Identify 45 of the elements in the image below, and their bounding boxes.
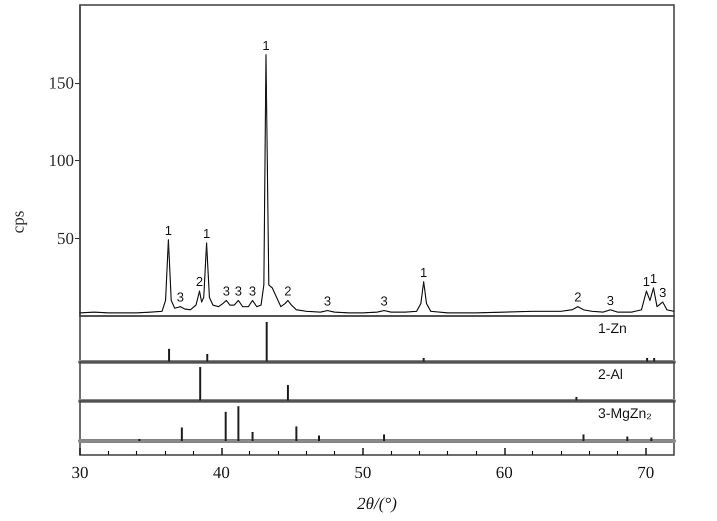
annotation: 1 <box>650 271 658 286</box>
bar <box>266 322 268 362</box>
text: 1-Zn <box>598 320 627 336</box>
bar <box>180 427 183 442</box>
x-tick-label: 30 <box>72 463 88 482</box>
x-axis-title: 2θ/(°) <box>357 494 398 513</box>
bar <box>138 438 140 442</box>
bar <box>206 354 208 362</box>
series-label: 2-Al <box>598 366 623 382</box>
annotation: 3 <box>248 283 256 298</box>
annotation: 3 <box>380 294 388 309</box>
bar <box>252 432 254 442</box>
annotation: 2 <box>196 274 204 290</box>
annotation: 1 <box>262 38 270 53</box>
y-axis-title: cps <box>8 210 28 234</box>
annotation: 3 <box>324 294 332 309</box>
bar <box>626 436 628 442</box>
bar <box>295 426 298 442</box>
line-series <box>79 54 675 314</box>
bar <box>650 438 652 442</box>
series-label: 3-MgZn₂ <box>598 405 652 421</box>
annotation: 3 <box>606 292 614 308</box>
bar <box>237 406 240 442</box>
annotation: 1 <box>164 222 172 238</box>
y-tick-label: 150 <box>48 73 74 92</box>
y-tick-label: 50 <box>57 228 74 248</box>
annotation: 3 <box>659 285 666 300</box>
annotation: 3 <box>222 283 230 298</box>
x-tick-label: 70 <box>637 463 654 482</box>
bar <box>318 435 320 442</box>
annotation: 3 <box>176 290 184 305</box>
annotation: 2 <box>284 283 292 298</box>
x-tick-label: 60 <box>496 463 513 482</box>
annotation: 1 <box>202 226 210 241</box>
x-tick-label: 50 <box>354 463 372 482</box>
bar <box>168 348 170 362</box>
bar <box>383 434 386 442</box>
bar <box>224 412 227 442</box>
y-tick-label: 100 <box>48 151 74 170</box>
annotation: 2 <box>574 290 582 305</box>
annotation: 1 <box>642 274 650 290</box>
annotation: 3 <box>234 283 242 298</box>
x-tick-label: 40 <box>212 463 230 482</box>
bar <box>582 434 584 442</box>
annotation: 1 <box>420 264 428 280</box>
